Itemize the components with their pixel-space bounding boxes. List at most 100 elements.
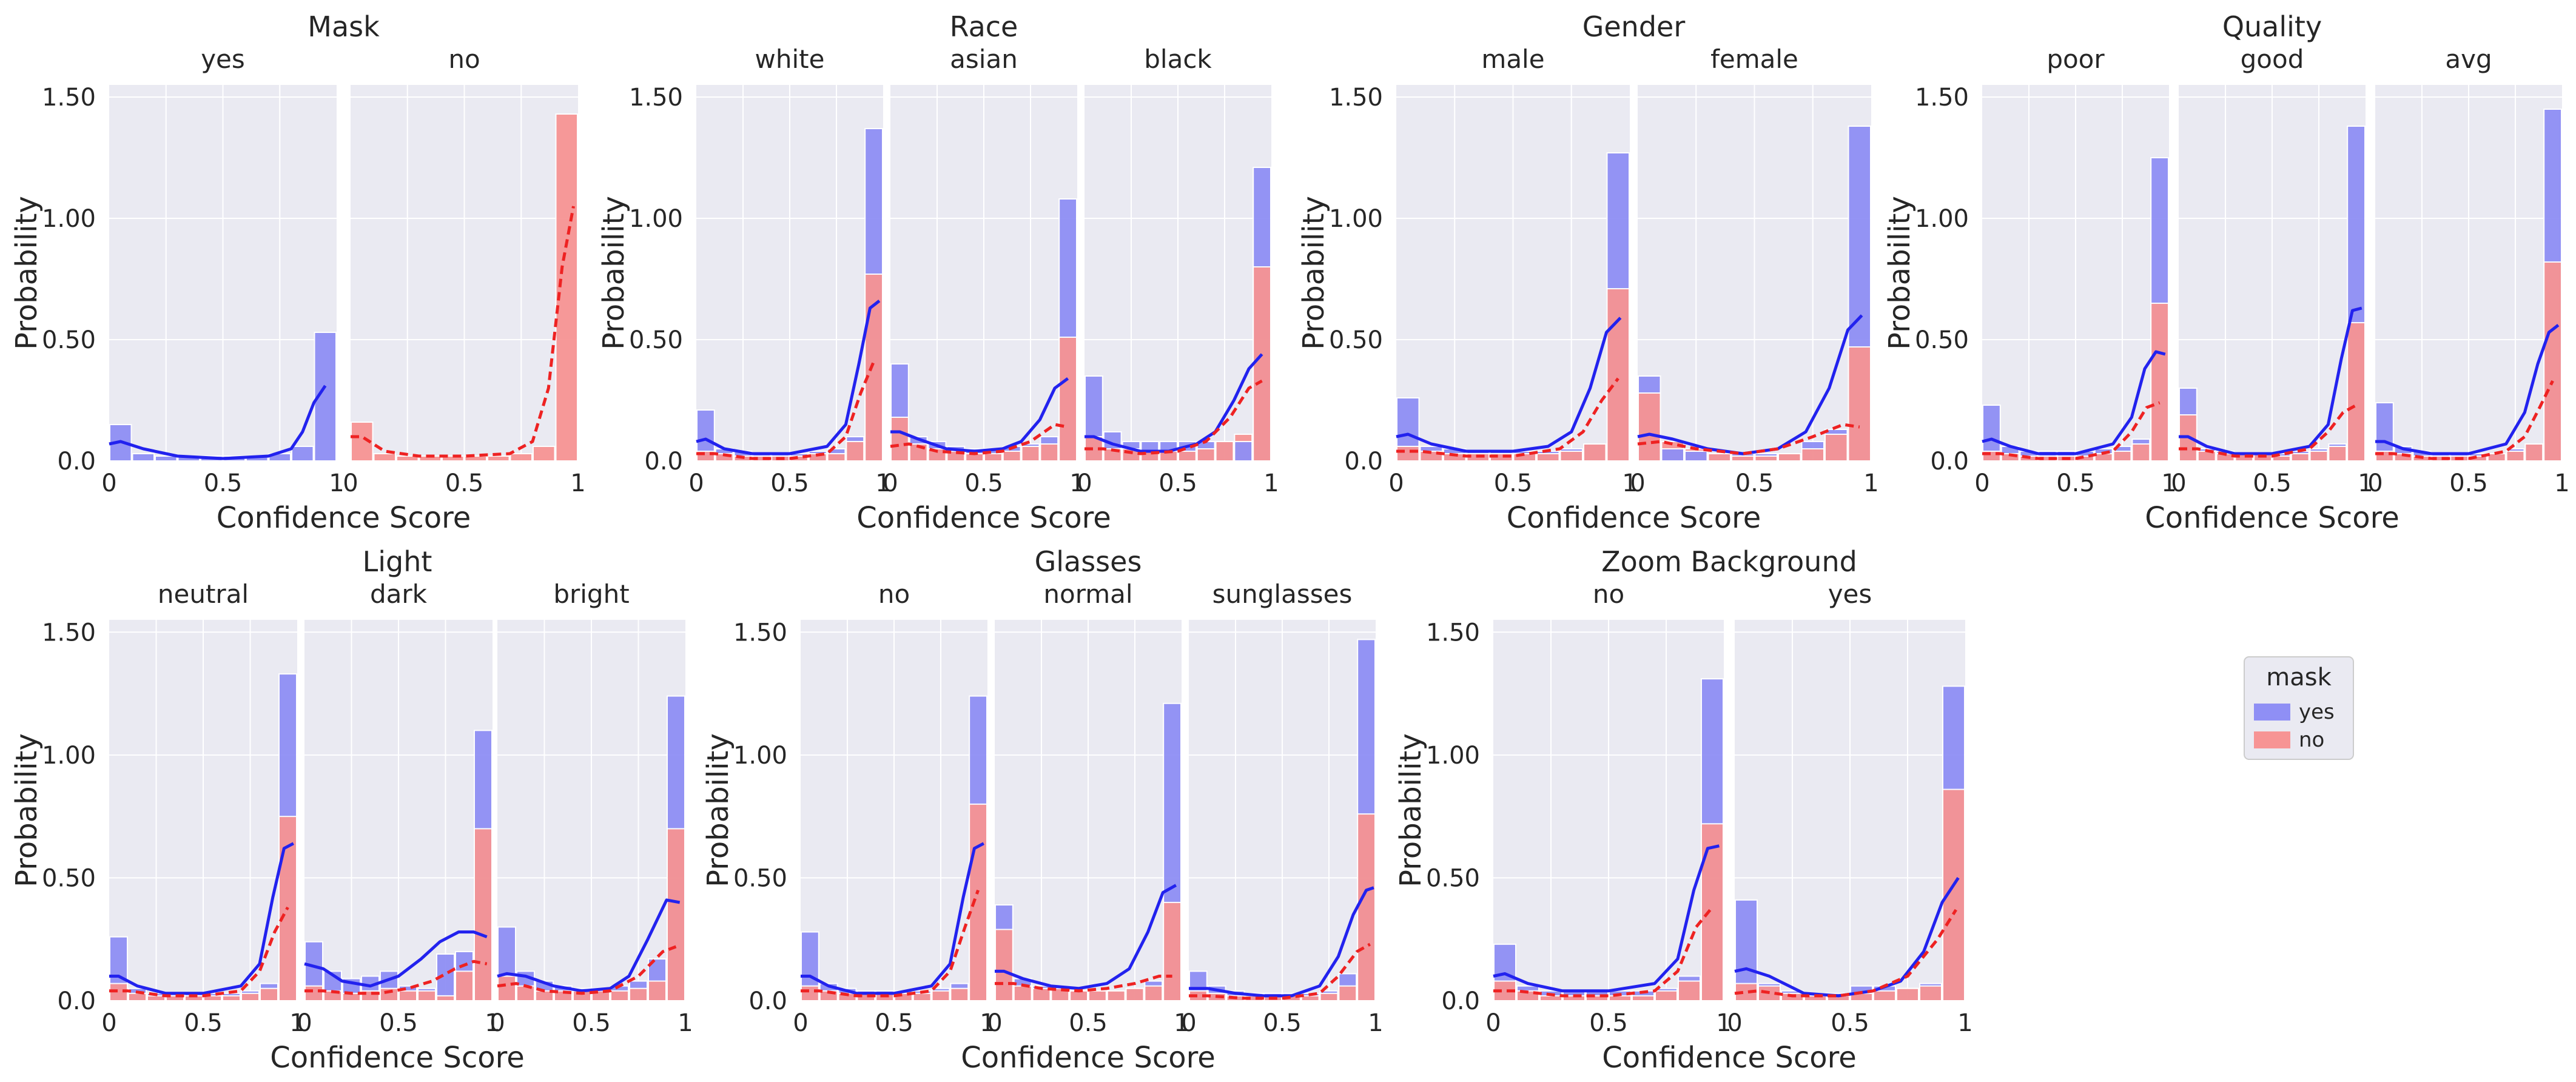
x-tick-label: 0.5	[204, 469, 243, 497]
bar-no	[927, 448, 947, 462]
bar-no	[1106, 990, 1126, 1002]
bar-no	[1606, 288, 1630, 462]
panel-neutral: neutral 0 0.5 1	[101, 579, 304, 1037]
x-tick-label: 0	[1630, 469, 1645, 497]
facet-group-glasses: GlassesProbability0.00.501.001.50Confide…	[701, 545, 1384, 1075]
bar-no	[1919, 985, 1942, 1001]
panel-label: neutral	[158, 579, 249, 609]
bar-no	[1778, 453, 1801, 462]
bar-no	[995, 929, 1014, 1001]
x-axis-label: Confidence Score	[270, 1041, 525, 1075]
bar-no	[166, 995, 184, 1001]
bar-no	[1215, 441, 1234, 462]
y-tick-label: 0.50	[1915, 326, 1969, 354]
y-tick-label: 1.00	[733, 742, 787, 770]
bar-no	[1300, 995, 1320, 1001]
x-tick-label: 0.5	[2253, 469, 2292, 497]
bar-yes	[132, 453, 155, 462]
x-tick-label: 1	[329, 469, 344, 497]
bar-no	[1559, 451, 1583, 462]
y-tick-label: 0.0	[644, 448, 683, 475]
panel-good: good 0 0.5 1	[2171, 44, 2373, 497]
y-tick-label: 1.00	[42, 742, 96, 770]
y-tick-label: 0.50	[629, 326, 683, 354]
bar-no	[2290, 453, 2310, 462]
y-tick-label: 1.00	[629, 205, 683, 233]
x-tick-label: 0.5	[1831, 1009, 1869, 1037]
bar-yes	[291, 446, 314, 462]
y-axis-label: Probability	[10, 196, 44, 350]
legend: mask yes no	[2244, 656, 2354, 760]
kde-line-no	[109, 906, 289, 998]
bar-no	[1144, 985, 1163, 1001]
kde-line-no	[2179, 403, 2357, 458]
panel-label: white	[755, 44, 825, 74]
x-tick-label: 0.5	[770, 469, 809, 497]
bar-no	[1178, 451, 1197, 462]
kde-line-yes	[109, 842, 294, 995]
legend-title: mask	[2266, 664, 2332, 691]
y-tick-label: 1.50	[42, 84, 96, 112]
group-title: Zoom Background	[1601, 545, 1857, 578]
panel-female: female 0 0.5 1	[1630, 44, 1878, 497]
x-tick-label: 0	[2367, 469, 2383, 497]
y-axis-label: Probability	[701, 733, 735, 887]
x-tick-label: 1	[1863, 469, 1878, 497]
bar-no	[1396, 446, 1420, 462]
y-tick-label: 1.00	[1329, 205, 1383, 233]
bar-no	[474, 828, 493, 1001]
kde-line-no	[351, 206, 575, 458]
panel-yes: yes 0 0.5 1	[101, 44, 344, 497]
y-axis-label: Probability	[1394, 733, 1428, 887]
panel-avg: avg 0 0.5 1	[2367, 44, 2569, 497]
x-tick-label: 1	[2161, 469, 2176, 497]
y-tick-label: 0.50	[1426, 864, 1480, 892]
x-tick-label: 1	[678, 1009, 693, 1037]
panel-poor: poor 0 0.5 1	[1974, 44, 2176, 497]
x-tick-label: 0.5	[379, 1009, 418, 1037]
x-tick-label: 1	[1957, 1009, 1972, 1037]
bar-no	[610, 990, 629, 1002]
x-tick-label: 0	[101, 469, 116, 497]
y-tick-label: 0.50	[42, 864, 96, 892]
x-tick-label: 0.5	[572, 1009, 611, 1037]
x-tick-label: 1	[1174, 1009, 1189, 1037]
kde-line-no	[995, 975, 1172, 993]
bar-no	[912, 992, 932, 1002]
bar-no	[2487, 453, 2506, 462]
x-tick-label: 0	[297, 1009, 312, 1037]
bar-yes	[155, 455, 178, 462]
panel-asian: asian 0 0.5 1	[883, 44, 1085, 497]
x-tick-label: 1	[1069, 469, 1085, 497]
panel-label: no	[878, 579, 910, 609]
legend-label-no: no	[2299, 728, 2324, 752]
panel-label: no	[448, 44, 480, 74]
bar-yes	[1661, 448, 1684, 462]
y-axis-label: Probability	[1883, 196, 1917, 350]
legend-swatch-no	[2254, 731, 2290, 748]
group-title: Quality	[2222, 10, 2322, 43]
x-tick-label: 0	[101, 1009, 116, 1037]
bar-no	[1040, 443, 1059, 462]
panel-label: yes	[201, 44, 245, 74]
panel-label: sunglasses	[1212, 579, 1353, 609]
panel-no: no 0 0.5 1	[1485, 579, 1731, 1037]
bar-no	[436, 995, 455, 1001]
bar-no	[1896, 987, 1919, 1002]
panel-label: yes	[1828, 579, 1872, 609]
group-title: Gender	[1582, 10, 1686, 43]
bar-no	[1655, 990, 1678, 1002]
x-tick-label: 0.5	[1735, 469, 1774, 497]
bar-no	[2309, 451, 2329, 462]
kde-line-no	[1493, 906, 1713, 998]
bar-no	[509, 453, 533, 462]
bar-no	[533, 446, 556, 462]
bar-no	[1848, 346, 1871, 462]
panel-no: no 0 0.5 1	[793, 579, 995, 1037]
x-tick-label: 0.5	[2449, 469, 2488, 497]
bar-no	[1125, 987, 1145, 1002]
x-tick-label: 1	[980, 1009, 995, 1037]
kde-line-no	[890, 423, 1069, 455]
panel-sunglasses: sunglasses 0 0.5 1	[1181, 579, 1383, 1037]
x-tick-label: 0	[1974, 469, 1989, 497]
